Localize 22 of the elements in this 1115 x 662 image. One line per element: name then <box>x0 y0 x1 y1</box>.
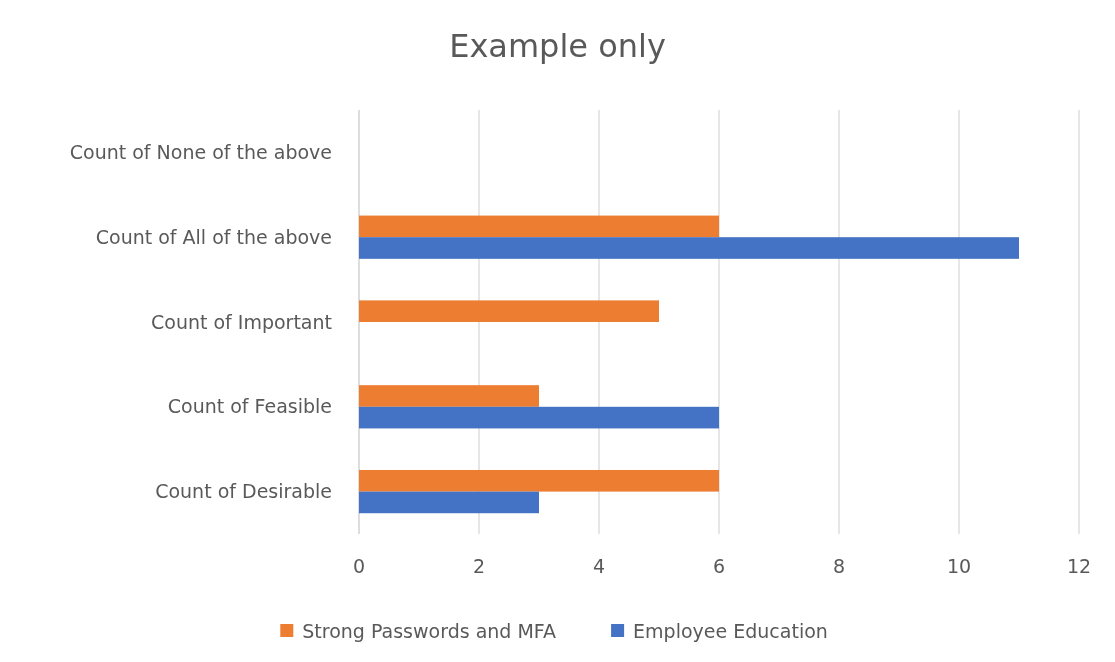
x-tick-label: 10 <box>946 555 972 577</box>
bar <box>359 215 719 238</box>
x-tick-label: 12 <box>1066 555 1092 577</box>
x-tick-label: 4 <box>592 555 606 577</box>
y-tick-label: Count of None of the above <box>69 141 332 164</box>
x-tick-label: 2 <box>472 555 486 577</box>
x-tick-label: 6 <box>712 555 726 577</box>
bar <box>359 406 719 429</box>
legend-label: Strong Passwords and MFA <box>302 619 557 642</box>
bar <box>359 300 659 322</box>
y-tick-label: Count of All of the above <box>95 225 332 248</box>
bar <box>359 385 539 407</box>
x-tick-label: 0 <box>352 555 366 577</box>
bar <box>359 237 1019 259</box>
legend-label: Employee Education <box>633 619 828 642</box>
chart-title: Example only <box>449 27 666 65</box>
bar <box>359 491 539 514</box>
bar <box>359 469 719 492</box>
y-tick-label: Count of Feasible <box>167 395 332 418</box>
x-tick-label: 8 <box>832 555 846 577</box>
y-tick-label: Count of Desirable <box>155 480 332 503</box>
y-tick-label: Count of Important <box>150 310 332 333</box>
